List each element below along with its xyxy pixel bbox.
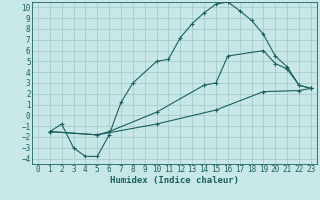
X-axis label: Humidex (Indice chaleur): Humidex (Indice chaleur) (110, 176, 239, 185)
